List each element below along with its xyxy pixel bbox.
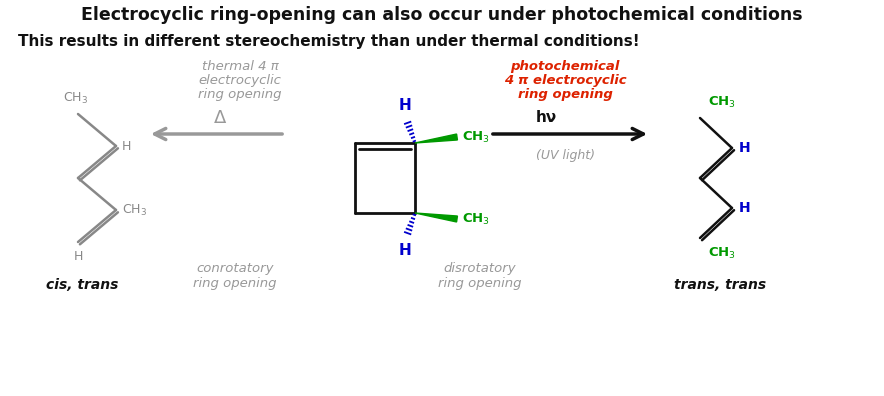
- Text: H: H: [73, 250, 83, 263]
- Text: This results in different stereochemistry than under thermal conditions!: This results in different stereochemistr…: [18, 34, 640, 49]
- Text: photochemical: photochemical: [510, 60, 620, 73]
- Polygon shape: [415, 213, 457, 222]
- Text: Δ: Δ: [214, 109, 226, 127]
- Text: electrocyclic: electrocyclic: [199, 74, 281, 87]
- Text: ring opening: ring opening: [438, 277, 522, 290]
- Text: ring opening: ring opening: [194, 277, 277, 290]
- Text: H: H: [739, 141, 751, 155]
- Text: H: H: [399, 98, 411, 113]
- Text: CH$_3$: CH$_3$: [708, 95, 736, 110]
- Text: ring opening: ring opening: [198, 88, 282, 101]
- Text: H: H: [122, 139, 132, 152]
- Text: trans, trans: trans, trans: [674, 278, 766, 292]
- Text: Electrocyclic ring-opening can also occur under photochemical conditions: Electrocyclic ring-opening can also occu…: [81, 6, 803, 24]
- Text: CH$_3$: CH$_3$: [462, 129, 490, 145]
- Text: (UV light): (UV light): [536, 149, 595, 162]
- Text: CH$_3$: CH$_3$: [64, 91, 88, 106]
- Text: 4 π electrocyclic: 4 π electrocyclic: [504, 74, 626, 87]
- Text: ring opening: ring opening: [517, 88, 613, 101]
- Text: H: H: [399, 243, 411, 258]
- Polygon shape: [415, 134, 457, 143]
- Text: thermal 4 π: thermal 4 π: [202, 60, 278, 73]
- Text: conrotatory: conrotatory: [196, 262, 274, 275]
- Text: CH$_3$: CH$_3$: [122, 202, 147, 217]
- Text: disrotatory: disrotatory: [444, 262, 516, 275]
- Text: hν: hν: [536, 110, 557, 126]
- Text: cis, trans: cis, trans: [46, 278, 118, 292]
- Text: CH$_3$: CH$_3$: [708, 246, 736, 261]
- Text: CH$_3$: CH$_3$: [462, 211, 490, 227]
- Text: H: H: [739, 201, 751, 215]
